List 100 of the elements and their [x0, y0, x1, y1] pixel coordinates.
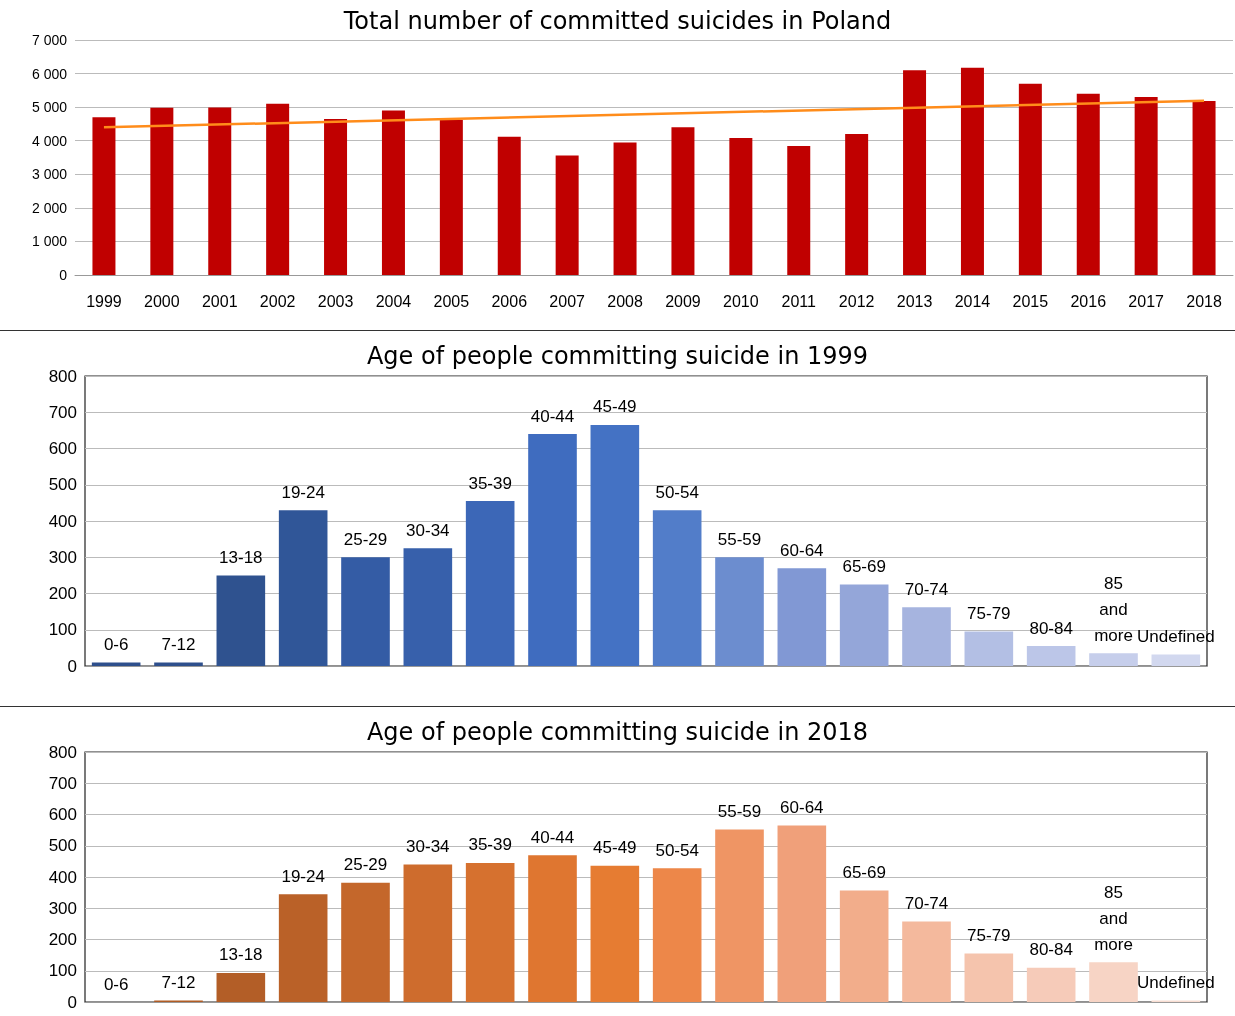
y-tick-label: 200 — [48, 930, 77, 949]
chart-title: Age of people committing suicide in 2018 — [366, 718, 869, 746]
x-tick-label: 0-6 — [103, 634, 129, 654]
category-label: 40-44 — [530, 827, 575, 847]
category-label: 65-69 — [842, 862, 886, 882]
x-tick-label: 80-84 — [1029, 618, 1073, 638]
bar — [902, 607, 951, 666]
x-tick-label: 2005 — [433, 292, 470, 310]
x-tick-label: 2016 — [1070, 292, 1107, 310]
chart-title: Total number of committed suicides in Poland — [342, 7, 892, 35]
bar — [528, 855, 577, 1002]
x-tick-label: 55-59 — [717, 529, 762, 549]
x-tick-label: 2015 — [1012, 292, 1049, 310]
category-label: 19-24 — [281, 866, 325, 886]
category-label: 75-79 — [967, 926, 1011, 946]
category-label: 0-6 — [103, 974, 129, 994]
bar — [150, 107, 174, 275]
x-tick-label: 25-29 — [343, 529, 388, 549]
category-label: 60-64 — [780, 797, 824, 817]
bar — [960, 67, 984, 275]
bar — [902, 921, 951, 1002]
y-tick-label: 700 — [48, 773, 77, 793]
y-tick-label: 300 — [48, 898, 77, 918]
x-tick-label: 2007 — [549, 292, 586, 310]
y-tick-label: 5 000 — [31, 99, 68, 116]
category-label: 80-84 — [1029, 940, 1073, 960]
x-tick-label: 7-12 — [161, 634, 196, 654]
bar — [787, 146, 811, 275]
bar — [324, 118, 348, 275]
bar — [1089, 653, 1138, 666]
category-label: 25-29 — [343, 855, 388, 875]
category-label: 35-39 — [468, 835, 512, 855]
y-tick-label: 100 — [48, 620, 77, 640]
bar — [839, 890, 889, 1002]
y-tick-label: 100 — [48, 961, 77, 981]
y-tick-label: 400 — [48, 867, 77, 887]
bar — [777, 568, 827, 666]
y-tick-label: 200 — [48, 584, 77, 603]
y-tick-label: 300 — [48, 547, 77, 567]
category-label: 13-18 — [219, 945, 263, 965]
bar — [590, 865, 640, 1002]
x-tick-label: 19-24 — [281, 482, 325, 502]
bar — [92, 117, 116, 275]
x-tick-label: 35-39 — [468, 473, 512, 493]
x-tick-label: 13-18 — [219, 547, 263, 567]
category-label: 30-34 — [406, 837, 450, 856]
x-tick-label: 50-54 — [655, 482, 699, 502]
bar — [729, 138, 753, 275]
bar — [1076, 93, 1100, 275]
x-tick-label: Undefined — [1137, 626, 1215, 646]
bar — [1089, 962, 1138, 1002]
y-tick-label: 4 000 — [31, 132, 68, 149]
bar — [1026, 646, 1076, 666]
bar — [652, 510, 702, 666]
bar — [278, 510, 328, 666]
bar — [555, 155, 579, 275]
x-tick-label: 2002 — [259, 292, 296, 310]
bar — [1134, 97, 1158, 275]
x-tick-label: 2003 — [317, 292, 354, 310]
bar — [381, 110, 405, 275]
bar — [465, 862, 515, 1002]
x-tick-label: 2006 — [491, 292, 528, 310]
bar — [1018, 83, 1042, 275]
x-tick-label: 30-34 — [406, 520, 450, 540]
y-tick-label: 0 — [67, 992, 77, 1012]
bar — [1192, 101, 1216, 275]
y-tick-label: 800 — [48, 742, 77, 762]
x-tick-label: 2012 — [838, 292, 875, 310]
bar — [497, 136, 521, 275]
bar — [341, 557, 390, 666]
category-label: 7-12 — [161, 972, 196, 992]
y-tick-label: 6 000 — [31, 65, 68, 82]
y-tick-label: 400 — [48, 511, 77, 531]
bar — [964, 631, 1014, 666]
category-label: 70-74 — [904, 893, 949, 913]
y-tick-label: 0 — [59, 267, 68, 283]
y-tick-label: 0 — [67, 656, 77, 676]
bar — [590, 424, 640, 666]
y-tick-label: 800 — [48, 366, 77, 386]
bar — [777, 825, 827, 1002]
y-tick-label: 600 — [48, 439, 77, 458]
bar — [216, 575, 266, 666]
x-tick-label: 2004 — [375, 292, 412, 310]
x-tick-label: 2001 — [201, 292, 238, 310]
chart-title: Age of people committing suicide in 1999 — [366, 342, 869, 370]
category-label: Undefined — [1137, 972, 1215, 992]
bar — [613, 142, 637, 275]
x-tick-label: 2013 — [896, 292, 933, 310]
bar — [154, 662, 203, 666]
bar — [845, 134, 869, 275]
x-tick-label: 2000 — [144, 292, 180, 310]
bar — [208, 107, 232, 275]
y-tick-label: 500 — [48, 836, 77, 856]
x-tick-label: 2014 — [954, 292, 991, 310]
y-tick-label: 2 000 — [31, 199, 68, 216]
y-tick-label: 700 — [48, 402, 77, 422]
x-tick-label: 85 and more — [1094, 573, 1133, 645]
category-label: 55-59 — [717, 802, 762, 821]
bar — [1151, 654, 1201, 666]
bar — [278, 894, 328, 1002]
